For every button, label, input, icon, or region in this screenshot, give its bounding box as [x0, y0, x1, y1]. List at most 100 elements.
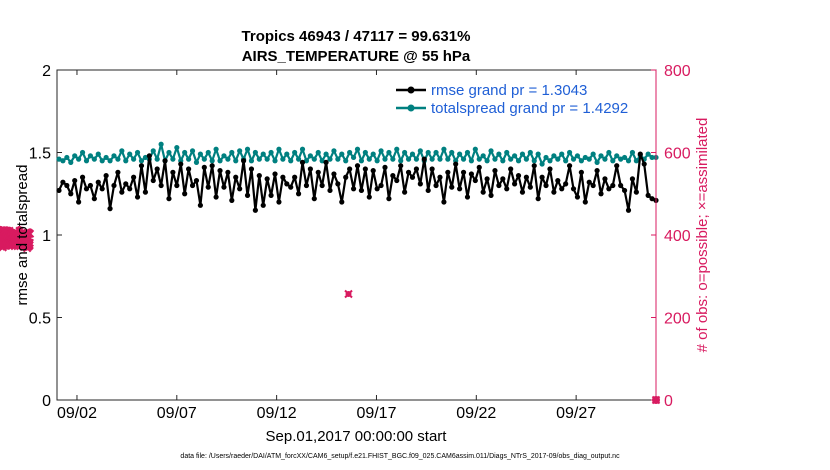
totalspread-point: [602, 156, 608, 162]
rmse-point: [480, 189, 486, 195]
totalspread-point: [402, 149, 408, 156]
totalspread-point: [398, 158, 404, 164]
rmse-point: [629, 176, 636, 182]
rmse-point: [559, 186, 565, 192]
rmse-point: [174, 182, 180, 189]
rmse-point: [335, 181, 341, 187]
totalspread-point: [543, 154, 549, 161]
rmse-point: [111, 182, 117, 189]
totalspread-point: [523, 156, 529, 162]
rmse-point: [252, 207, 258, 213]
y-axis-left: 0 0.5 1 1.5 2: [29, 63, 62, 410]
totalspread-point: [504, 149, 510, 156]
rmse-point: [586, 179, 592, 185]
rmse-point: [649, 196, 655, 202]
rmse-point: [386, 196, 392, 202]
rmse-point: [441, 199, 447, 205]
totalspread-point: [386, 149, 392, 156]
totalspread-point: [311, 156, 317, 162]
totalspread-point: [217, 158, 223, 164]
rmse-point: [402, 189, 408, 195]
totalspread-point: [60, 158, 66, 164]
rmse-point: [272, 171, 278, 177]
totalspread-point: [574, 153, 581, 159]
rmse-point: [610, 182, 616, 189]
rmse-point: [566, 163, 573, 169]
rmse-point: [119, 189, 125, 195]
y-left-tick-label: 1: [42, 228, 51, 245]
rmse-point: [162, 158, 168, 164]
totalspread-point: [535, 151, 541, 157]
totalspread-point: [366, 156, 372, 162]
rmse-point: [256, 173, 262, 179]
totalspread-point: [347, 149, 353, 156]
rmse-point: [115, 169, 121, 175]
rmse-point: [508, 166, 514, 172]
totalspread-point: [582, 154, 588, 161]
x-tick-label: 09/07: [157, 405, 197, 422]
rmse-point: [539, 174, 545, 180]
rmse-point: [543, 182, 549, 189]
totalspread-point: [189, 148, 196, 154]
rmse-point: [288, 184, 294, 190]
totalspread-point: [119, 148, 125, 154]
totalspread-point: [484, 158, 490, 164]
totalspread-point: [378, 148, 384, 154]
rmse-point: [319, 182, 325, 189]
rmse-point: [268, 192, 274, 198]
totalspread-point: [68, 159, 74, 165]
totalspread-point: [237, 148, 243, 154]
totalspread-point: [374, 158, 380, 164]
y-left-tick-label: 1.5: [29, 146, 51, 163]
rmse-point: [146, 153, 152, 159]
totalspread-point: [645, 151, 651, 157]
totalspread-point: [382, 156, 388, 162]
rmse-point: [123, 181, 129, 187]
totalspread-point: [621, 154, 628, 161]
rmse-point: [621, 187, 628, 194]
rmse-point: [307, 166, 313, 172]
rmse-point: [358, 187, 365, 194]
rmse-point: [598, 191, 604, 197]
totalspread-point: [614, 153, 620, 159]
legend-rmse-label: rmse grand pr = 1.3043: [431, 82, 587, 99]
rmse-point: [390, 173, 396, 179]
rmse-point: [354, 163, 361, 169]
y-axis-right: 0 200 400 600 800: [651, 63, 691, 410]
rmse-series: [56, 151, 659, 213]
totalspread-point: [390, 156, 396, 162]
rmse-point: [382, 164, 388, 170]
rmse-point: [233, 174, 239, 180]
rmse-point: [496, 182, 502, 189]
rmse-point: [602, 176, 608, 182]
totalspread-point: [158, 141, 164, 147]
rmse-point: [225, 169, 231, 175]
totalspread-point: [303, 158, 310, 164]
totalspread-point: [272, 158, 278, 164]
totalspread-point: [91, 156, 97, 162]
totalspread-series: [56, 141, 659, 167]
totalspread-point: [229, 149, 235, 156]
y-axis-right-label: # of obs: o=possible; ×=assimilated: [694, 118, 711, 353]
rmse-point: [323, 159, 329, 165]
legend-rmse-marker: [407, 86, 415, 94]
rmse-point: [460, 169, 467, 175]
rmse-point: [504, 186, 510, 192]
rmse-point: [519, 189, 526, 195]
rmse-point: [103, 173, 109, 179]
totalspread-point: [488, 148, 494, 154]
rmse-point: [95, 179, 101, 185]
legend-spread-label: totalspread grand pr = 1.4292: [431, 100, 628, 117]
legend-spread-marker: [407, 104, 415, 112]
totalspread-point: [425, 149, 431, 156]
totalspread-point: [445, 156, 451, 162]
rmse-point: [150, 177, 156, 184]
totalspread-point: [457, 151, 463, 157]
rmse-point: [56, 187, 62, 194]
totalspread-point: [551, 153, 557, 159]
obs-outlier-cross-stroke: [344, 289, 353, 299]
totalspread-point: [559, 151, 565, 157]
data-file-footer: data file: /Users/raeder/DAI/ATM_forcXX/…: [180, 453, 620, 460]
totalspread-point: [87, 153, 94, 159]
